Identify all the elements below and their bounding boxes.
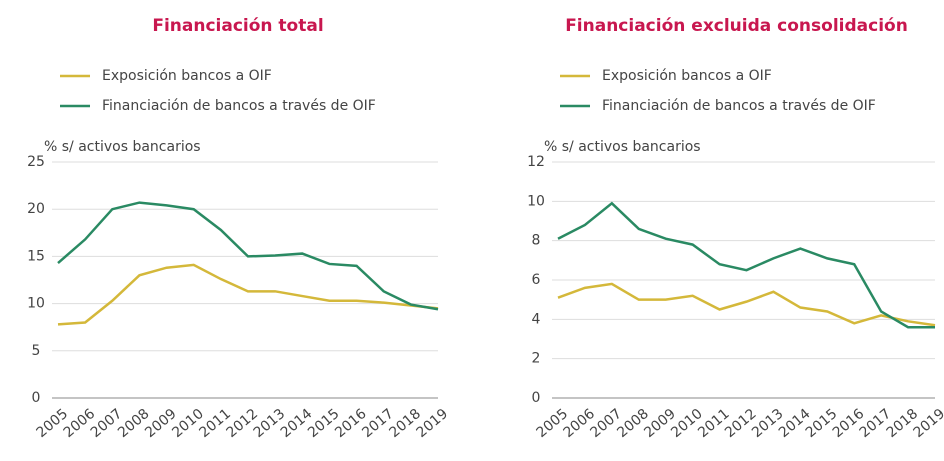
y-axis-label: % s/ activos bancarios (44, 139, 201, 155)
y-tick-label: 10 (527, 193, 545, 209)
y-tick-label: 0 (32, 390, 41, 406)
y-tick-label: 25 (27, 154, 45, 170)
x-tick-label: 2019 (911, 406, 944, 441)
chart-title: Financiación total (152, 16, 323, 36)
series-line (557, 282, 936, 327)
y-tick-label: 12 (527, 154, 545, 170)
series-line (557, 201, 935, 329)
legend-label: Exposición bancos a OIF (102, 68, 272, 84)
y-tick-label: 5 (32, 343, 41, 359)
legend-label: Exposición bancos a OIF (602, 68, 772, 84)
y-tick-label: 4 (532, 311, 541, 327)
x-tick-label: 2019 (414, 406, 452, 441)
y-tick-label: 10 (27, 296, 45, 312)
y-tick-label: 20 (27, 201, 45, 217)
y-tick-label: 2 (532, 351, 541, 367)
legend-label: Financiación de bancos a través de OIF (102, 98, 376, 114)
y-axis-label: % s/ activos bancarios (544, 139, 701, 155)
series-line (57, 263, 439, 326)
legend-label: Financiación de bancos a través de OIF (602, 98, 876, 114)
chart-title: Financiación excluida consolidación (565, 16, 908, 36)
y-tick-label: 0 (532, 390, 541, 406)
series-line (57, 201, 439, 311)
y-tick-label: 15 (27, 248, 45, 264)
y-tick-label: 6 (532, 272, 541, 288)
y-tick-label: 8 (532, 233, 541, 249)
